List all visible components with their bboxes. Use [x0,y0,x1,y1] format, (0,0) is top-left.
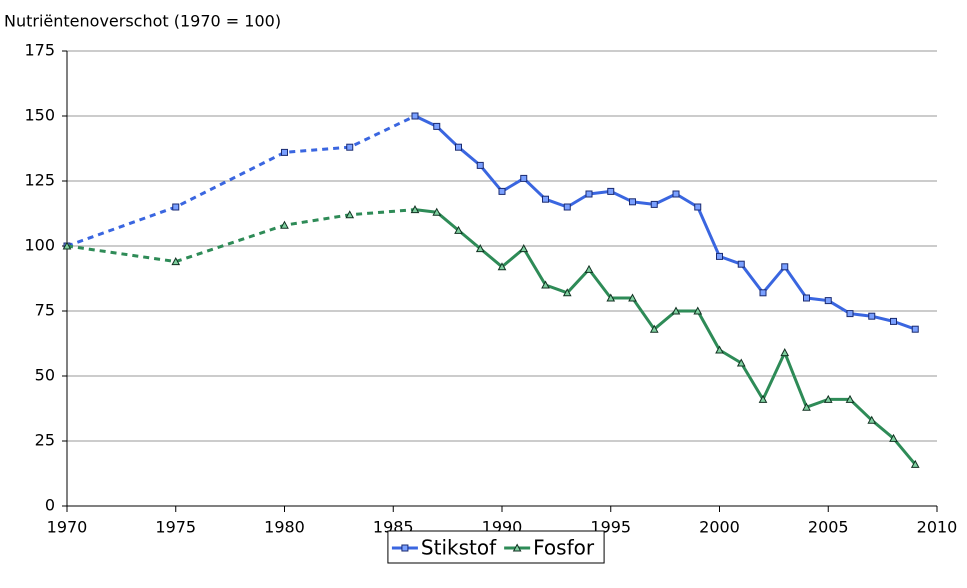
data-point [433,122,441,130]
y-tick-label: 75 [35,301,55,320]
data-point [824,297,832,305]
x-tick-label: 2010 [917,518,958,537]
data-point [911,325,919,333]
y-tick-label: 50 [35,366,55,385]
data-point [541,280,550,289]
y-tick-label: 100 [24,236,55,255]
x-tick-label: 1975 [155,518,196,537]
y-tick-label: 125 [24,171,55,190]
data-point [281,148,288,156]
data-point [781,263,789,271]
data-point [454,225,463,234]
legend-item: Stikstof [391,536,497,560]
data-point [802,402,811,411]
data-point [628,293,637,302]
legend-label: Fosfor [533,536,595,560]
data-point [432,207,442,216]
x-tick-label: 2005 [808,518,849,537]
data-point [910,459,920,468]
data-point [498,187,506,195]
data-point [172,203,180,211]
data-point [671,306,681,315]
data-point [563,203,571,211]
data-point [585,190,593,198]
data-point [519,244,529,253]
y-tick-label: 0 [45,496,55,515]
data-point [650,200,658,208]
x-tick-label: 2000 [699,518,740,537]
data-point [672,190,680,198]
x-tick-label: 1970 [47,518,88,537]
legend-marker [512,543,522,552]
series-line [66,208,416,264]
data-point [629,198,636,206]
data-point [693,306,703,315]
data-point [737,260,745,268]
y-tick-label: 25 [35,431,55,450]
legend-marker [401,544,409,552]
data-point [867,415,877,424]
series-line [414,208,917,466]
data-point [584,264,594,273]
data-point [780,348,790,357]
data-point [715,345,724,354]
data-point [62,241,72,250]
series-line [414,114,916,331]
x-tick-label: 1980 [264,518,305,537]
data-point [846,310,854,318]
data-point [868,312,876,320]
data-point [520,174,528,182]
data-point [476,161,484,169]
data-point [649,324,659,333]
legend-box [387,530,605,564]
data-point [606,293,616,302]
data-point [758,394,768,403]
y-tick-label: 150 [24,106,55,125]
data-point [845,394,855,403]
data-point [803,294,810,302]
data-point [759,289,767,297]
data-point [455,143,462,151]
chart-title: Nutriëntenoverschot (1970 = 100) [4,12,281,31]
data-point [346,143,354,151]
legend: Stikstof Fosfor [387,530,605,564]
data-point [410,205,420,214]
data-point [542,195,549,203]
data-point [171,257,181,266]
data-point [694,203,702,211]
data-point [497,262,507,271]
data-point [607,187,615,195]
data-point [562,288,572,297]
data-point [889,433,898,442]
data-point [716,252,723,260]
data-point [475,244,485,253]
data-point [736,358,746,367]
data-point [823,394,833,403]
data-point [345,210,355,219]
y-tick-label: 175 [24,41,55,60]
data-point [890,317,897,325]
legend-label: Stikstof [421,536,497,560]
data-point [411,112,419,120]
series-line [66,114,416,248]
data-point [280,220,289,229]
